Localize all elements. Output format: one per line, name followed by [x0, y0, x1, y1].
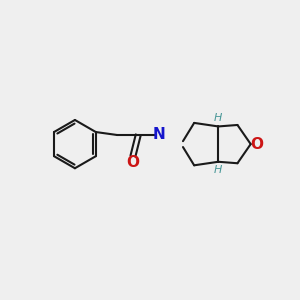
Text: H: H — [214, 165, 222, 175]
Text: N: N — [153, 128, 166, 142]
Text: O: O — [126, 154, 140, 169]
Text: O: O — [250, 136, 263, 152]
Text: H: H — [214, 113, 222, 123]
